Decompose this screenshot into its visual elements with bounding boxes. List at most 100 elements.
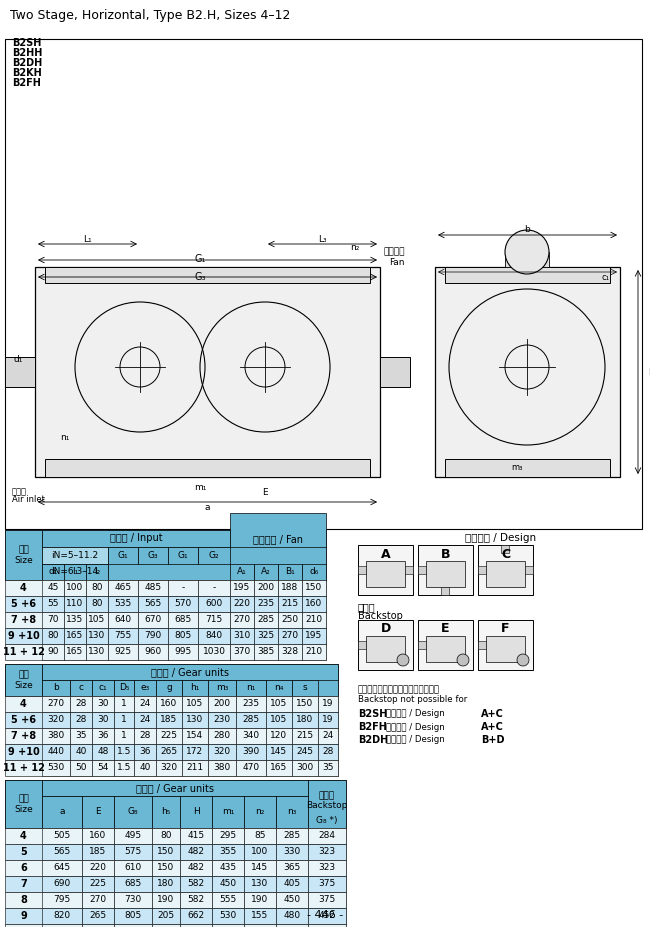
Bar	[244, 924, 276, 927]
Text: G₁: G₁	[118, 551, 128, 560]
Bar	[180, 860, 212, 876]
Bar	[380, 357, 410, 387]
Bar	[138, 547, 168, 564]
Bar	[308, 876, 346, 892]
Bar	[92, 728, 114, 744]
Text: 210: 210	[306, 647, 322, 656]
Bar	[45, 267, 370, 283]
Bar	[212, 844, 244, 860]
Text: 211: 211	[187, 764, 203, 772]
Text: 250: 250	[281, 616, 298, 625]
Text: 40: 40	[139, 764, 151, 772]
Bar	[182, 744, 208, 760]
Bar	[358, 620, 413, 670]
Text: 225: 225	[90, 880, 107, 888]
Text: e₃: e₃	[140, 683, 150, 692]
Text: 200: 200	[257, 583, 274, 592]
Bar	[42, 760, 70, 776]
Text: 960: 960	[144, 647, 162, 656]
Text: 1030: 1030	[203, 647, 226, 656]
Text: 150: 150	[306, 583, 322, 592]
Text: iN=5–11.2: iN=5–11.2	[51, 551, 99, 560]
Bar	[5, 664, 42, 696]
Bar	[5, 844, 346, 860]
Text: 24: 24	[139, 716, 151, 725]
Text: Fan: Fan	[389, 258, 405, 266]
Text: 582: 582	[187, 880, 205, 888]
Bar	[308, 860, 346, 876]
Text: 进气孔: 进气孔	[12, 488, 27, 497]
Text: 320: 320	[213, 747, 231, 756]
Bar	[505, 252, 549, 267]
Bar	[5, 780, 346, 828]
Text: d₁: d₁	[13, 354, 23, 363]
Text: G₁: G₁	[177, 551, 188, 560]
Bar	[114, 796, 152, 828]
Bar	[156, 680, 182, 696]
Text: 布置形式 / Design: 布置形式 / Design	[386, 722, 445, 731]
Bar	[230, 596, 254, 612]
Bar	[486, 636, 525, 662]
Text: 582: 582	[187, 895, 205, 905]
Text: A: A	[381, 548, 390, 561]
Bar	[236, 744, 266, 760]
Bar	[236, 696, 266, 712]
Text: 505: 505	[53, 832, 71, 841]
Bar	[134, 696, 156, 712]
Text: c₁: c₁	[99, 683, 107, 692]
Bar	[92, 712, 114, 728]
Bar	[208, 696, 236, 712]
Bar	[198, 644, 230, 660]
Circle shape	[397, 654, 409, 666]
Text: H: H	[192, 807, 200, 817]
Bar	[114, 908, 152, 924]
Bar	[308, 828, 346, 844]
Text: n₂: n₂	[350, 243, 359, 251]
Bar	[5, 780, 42, 828]
Bar	[230, 564, 254, 581]
Bar	[42, 728, 70, 744]
Text: 190: 190	[252, 895, 268, 905]
Text: 265: 265	[90, 911, 107, 921]
Text: A+C: A+C	[481, 709, 504, 719]
Text: 逃止器不能与以下布置形式组合安装: 逃止器不能与以下布置形式组合安装	[358, 685, 440, 694]
Bar	[198, 612, 230, 628]
Text: 380: 380	[213, 764, 231, 772]
Circle shape	[517, 654, 529, 666]
Text: 200: 200	[213, 700, 231, 708]
Text: 规格
Size: 规格 Size	[14, 545, 33, 565]
Text: A₁: A₁	[237, 567, 247, 577]
Text: Backstop not possible for: Backstop not possible for	[358, 694, 467, 704]
Text: B2SH: B2SH	[358, 709, 387, 719]
Bar	[198, 596, 230, 612]
Text: 482: 482	[187, 863, 205, 872]
Bar	[366, 636, 405, 662]
Bar	[302, 580, 326, 596]
Text: -: -	[181, 583, 185, 592]
Bar	[64, 596, 86, 612]
Text: Backstop: Backstop	[306, 802, 348, 810]
Text: 30: 30	[98, 716, 109, 725]
Text: 555: 555	[220, 895, 237, 905]
Bar	[182, 728, 208, 744]
Bar	[86, 580, 108, 596]
Bar	[445, 267, 610, 283]
Bar	[254, 564, 278, 581]
Bar	[86, 612, 108, 628]
Bar	[82, 828, 114, 844]
Text: B2DH: B2DH	[12, 58, 42, 68]
Bar	[230, 513, 326, 547]
Text: 755: 755	[114, 631, 131, 641]
Bar	[308, 780, 346, 828]
Bar	[236, 760, 266, 776]
Text: 冷却风扇: 冷却风扇	[384, 248, 405, 257]
Text: 80: 80	[91, 600, 103, 608]
Bar	[212, 796, 244, 828]
Text: 冷却风扇 / Fan: 冷却风扇 / Fan	[253, 534, 303, 544]
Bar	[114, 860, 152, 876]
Text: a: a	[204, 502, 210, 512]
Text: b: b	[524, 224, 530, 234]
Text: 280: 280	[213, 731, 231, 741]
Text: l₁: l₁	[72, 567, 78, 577]
Bar	[244, 796, 276, 828]
